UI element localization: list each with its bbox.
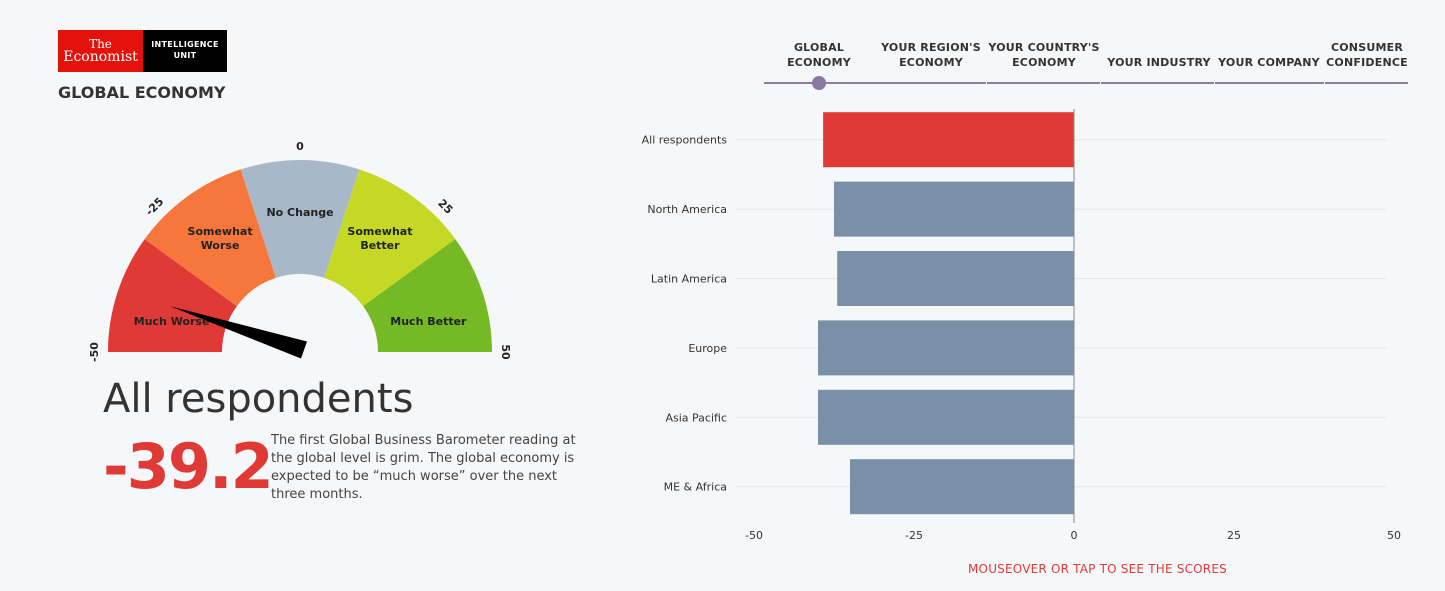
x-tick-label: -50 [745, 529, 763, 542]
respondent-title: All respondents [103, 376, 414, 422]
bar-me-africa[interactable] [850, 459, 1074, 515]
section-title: GLOBAL ECONOMY [58, 83, 226, 102]
tab-region-economy[interactable]: YOUR REGION'S ECONOMY [876, 40, 986, 70]
gauge-tick-label: -50 [88, 342, 101, 362]
gauge-segment [363, 239, 492, 352]
score-value: -39.2 [103, 430, 274, 503]
gauge-segment [108, 239, 237, 352]
logo-line2: Economist [63, 49, 138, 65]
tab-line2: ECONOMY [787, 56, 851, 69]
tab-line1: YOUR COUNTRY'S [988, 41, 1100, 54]
gauge-segment [324, 169, 456, 307]
tab-line2: CONFIDENCE [1326, 56, 1408, 69]
gauge-segment-label: Somewhat Better [347, 225, 412, 252]
barometer-gauge: Much Worse Somewhat Worse No Change Somewhat… [88, 140, 512, 362]
tab-line2: YOUR INDUSTRY [1107, 56, 1211, 69]
logo-unit-line2: UNIT [173, 51, 197, 60]
logo-unit-line1: INTELLIGENCE [151, 40, 219, 50]
tab-line1: CONSUMER [1330, 41, 1403, 54]
economist-wordmark: The Economist [58, 30, 143, 72]
bar-north-america[interactable] [834, 181, 1074, 237]
gauge-segment-label: Much Worse [134, 315, 210, 328]
tab-country-economy[interactable]: YOUR COUNTRY'S ECONOMY [988, 40, 1100, 70]
category-label: Latin America [651, 273, 727, 286]
logo-line1: The [89, 37, 112, 51]
bar-all-respondents[interactable] [823, 112, 1074, 168]
bar-latin-america[interactable] [837, 251, 1074, 306]
tab-divider [1100, 78, 1101, 86]
x-tick-label: -25 [905, 529, 923, 542]
gauge-segment [144, 169, 276, 307]
tab-line2: ECONOMY [899, 56, 963, 69]
bar-europe[interactable] [818, 320, 1074, 376]
tab-industry[interactable]: YOUR INDUSTRY [1104, 40, 1214, 70]
tab-consumer-confidence[interactable]: CONSUMER CONFIDENCE [1326, 40, 1408, 70]
tab-line1 [1218, 40, 1320, 55]
tab-divider [1214, 78, 1215, 86]
bar-asia-pacific[interactable] [818, 389, 1074, 445]
economist-logo: The Economist INTELLIGENCE UNIT [58, 30, 227, 72]
gauge-segment-label: Somewhat Worse [188, 225, 253, 252]
x-tick-label: 25 [1227, 529, 1241, 542]
gauge-tick-label: 25 [435, 197, 455, 217]
tab-line2: YOUR COMPANY [1218, 56, 1320, 69]
tab-selector-knob[interactable] [812, 76, 826, 90]
tab-divider [1324, 78, 1325, 86]
gauge-needle [169, 306, 307, 359]
category-label: Asia Pacific [665, 411, 727, 424]
score-description: The first Global Business Barometer read… [271, 433, 576, 502]
tab-divider [986, 78, 987, 86]
gauge-tick-label: -25 [143, 195, 166, 218]
tab-global-economy[interactable]: GLOBAL ECONOMY [776, 40, 862, 70]
tab-track [764, 82, 1408, 84]
tab-line2: ECONOMY [1012, 56, 1076, 69]
tab-company[interactable]: YOUR COMPANY [1218, 40, 1320, 70]
intelligence-unit-mark: INTELLIGENCE UNIT [143, 30, 227, 72]
regional-bar-chart: All respondents North America Latin Americ… [642, 109, 1401, 542]
tab-line1 [1104, 40, 1214, 55]
metric-tabs: GLOBAL ECONOMY YOUR REGION'S ECONOMY YOU… [764, 40, 1408, 90]
gauge-segment-label: Much Better [390, 315, 467, 328]
gauge-segment [240, 160, 360, 278]
category-label: All respondents [642, 134, 728, 147]
category-label: Europe [688, 342, 727, 355]
gauge-tick-label: 50 [499, 344, 512, 360]
gauge-segment-label: No Change [266, 206, 333, 219]
tab-line1: GLOBAL [793, 41, 845, 54]
x-tick-label: 50 [1387, 529, 1401, 542]
mouseover-hint: MOUSEOVER OR TAP TO SEE THE SCORES [968, 562, 1227, 576]
tab-line1: YOUR REGION'S [881, 41, 981, 54]
category-label: ME & Africa [664, 481, 727, 494]
x-tick-label: 0 [1071, 529, 1078, 542]
category-label: North America [647, 203, 727, 216]
gauge-tick-label: 0 [296, 140, 304, 153]
